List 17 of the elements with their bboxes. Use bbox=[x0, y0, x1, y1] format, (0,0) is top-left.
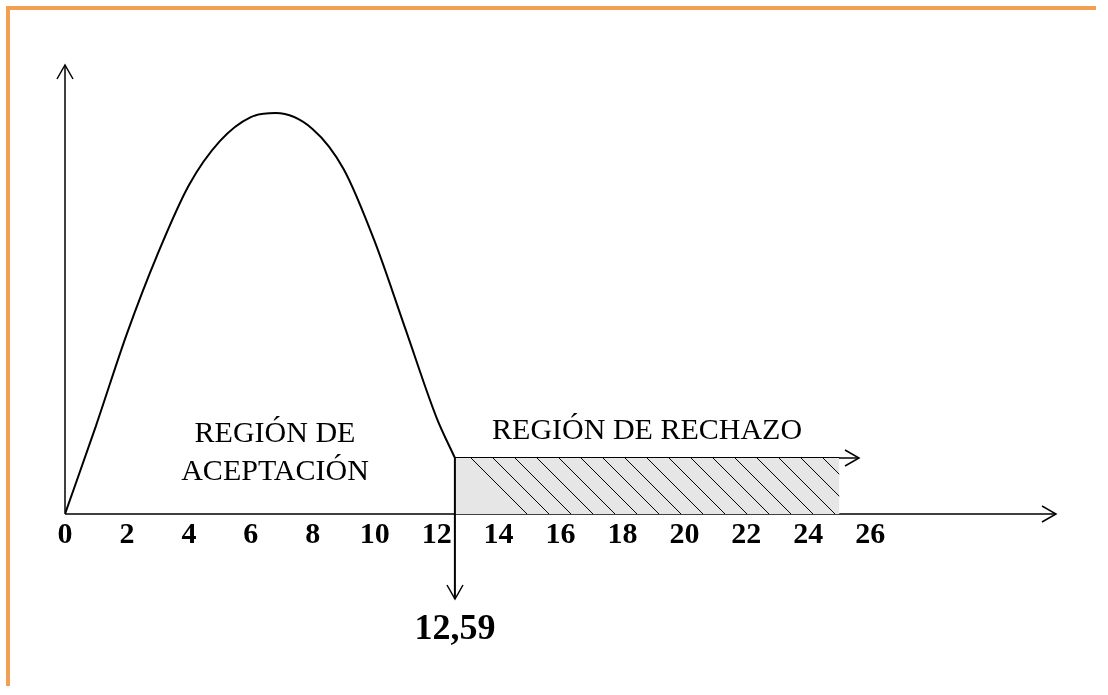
annotation: REGIÓN DE ACEPTACIÓN bbox=[181, 414, 369, 486]
ref-line-label: 12,59 bbox=[414, 607, 496, 648]
band-label: REGIÓN DE RECHAZO bbox=[492, 411, 803, 445]
x-tick-label: 26 bbox=[855, 515, 886, 549]
x-tick-label: 8 bbox=[305, 515, 321, 549]
x-tick-label: 6 bbox=[243, 515, 259, 549]
x-tick-label: 10 bbox=[359, 515, 390, 549]
x-tick-label: 0 bbox=[57, 515, 73, 549]
x-tick-label: 2 bbox=[119, 515, 135, 549]
x-tick-label: 4 bbox=[181, 515, 197, 549]
x-tick-label: 18 bbox=[607, 515, 638, 549]
x-tick-label: 12 bbox=[421, 515, 452, 549]
x-tick-label: 24 bbox=[793, 515, 824, 549]
x-tick-label: 16 bbox=[545, 515, 576, 549]
x-tick-label: 22 bbox=[731, 515, 762, 549]
x-tick-label: 20 bbox=[669, 515, 700, 549]
x-tick-label: 14 bbox=[483, 515, 514, 549]
